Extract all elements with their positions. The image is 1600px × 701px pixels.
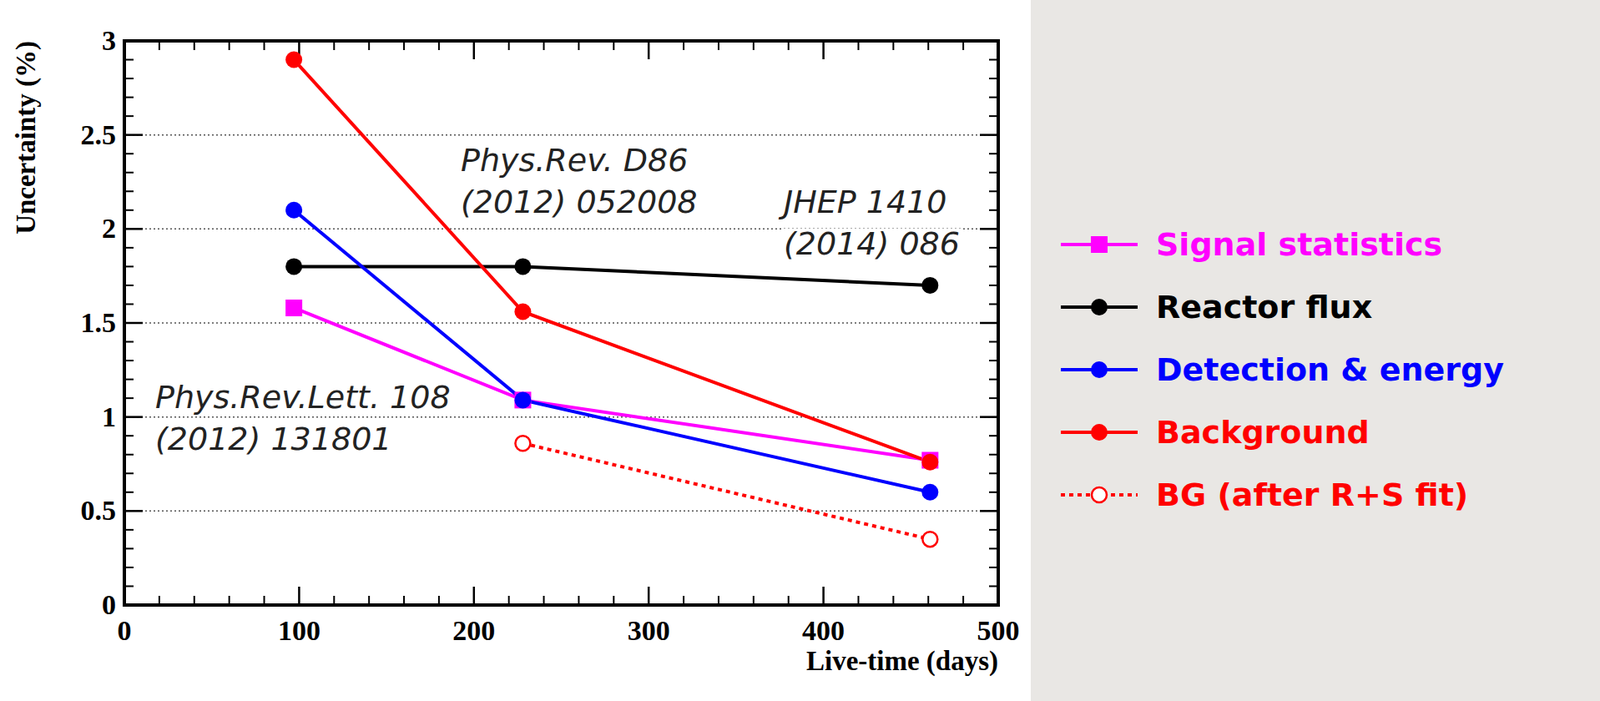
y-tick-label: 0 — [101, 589, 117, 621]
x-tick-label: 300 — [627, 615, 671, 647]
y-tick-label: 2.5 — [80, 119, 117, 151]
y-tick — [979, 415, 999, 419]
x-tick — [822, 40, 825, 60]
x-tick — [822, 586, 825, 606]
grid-line — [124, 134, 999, 137]
x-tick — [647, 586, 651, 606]
data-point — [285, 201, 303, 219]
y-tick-label: 0.5 — [80, 494, 117, 526]
x-tick-label: 400 — [802, 615, 845, 647]
y-tick — [124, 509, 143, 513]
data-point — [921, 484, 939, 501]
annotation: (2014) 086 — [783, 225, 960, 263]
legend-label: BG (after R+S fit) — [1155, 476, 1469, 514]
legend-marker — [1091, 487, 1107, 503]
legend-label: Detection & energy — [1155, 351, 1505, 389]
legend-label: Reactor flux — [1155, 288, 1373, 326]
x-tick — [297, 586, 301, 606]
data-point — [285, 257, 303, 275]
data-point — [285, 51, 303, 69]
y-tick — [979, 322, 999, 325]
y-tick-label: 1.5 — [80, 307, 117, 339]
x-tick-label: 200 — [452, 615, 495, 647]
legend-label: Signal statistics — [1155, 226, 1443, 263]
x-tick — [473, 586, 476, 606]
y-tick — [124, 415, 143, 419]
panel — [0, 0, 1031, 701]
grid-line — [124, 510, 999, 513]
plot-frame — [124, 40, 999, 606]
x-tick — [473, 40, 476, 60]
annotation: (2012) 052008 — [460, 183, 698, 221]
annotation: JHEP 1410 — [777, 183, 948, 221]
y-tick — [979, 227, 999, 231]
x-tick — [647, 40, 651, 60]
x-axis-title: Live-time (days) — [806, 646, 999, 677]
x-tick-label: 500 — [977, 615, 1020, 647]
data-point — [514, 391, 531, 409]
y-tick — [124, 133, 143, 137]
legend-marker — [1090, 423, 1108, 441]
x-tick-label: 100 — [277, 615, 321, 647]
annotation: Phys.Rev. D86 — [460, 141, 688, 179]
legend-label: Background — [1155, 413, 1370, 451]
data-point — [514, 257, 531, 275]
y-tick — [979, 509, 999, 513]
y-tick — [124, 322, 143, 325]
x-tick-label: 0 — [117, 615, 132, 647]
y-tick — [979, 133, 999, 137]
y-tick-label: 3 — [101, 25, 117, 56]
grid-line — [124, 322, 999, 324]
legend-marker — [1090, 236, 1108, 253]
data-point — [922, 531, 938, 547]
plot-data — [285, 51, 939, 548]
legend-marker — [1090, 361, 1108, 379]
annotation: Phys.Rev.Lett. 108 — [155, 378, 451, 416]
data-point — [285, 299, 303, 317]
chart: 0 100 200 300 400 500 0 0.5 1 1.5 2 2.5 3 Live-time (… — [0, 0, 1600, 701]
data-point — [514, 391, 531, 409]
y-tick-label: 1 — [101, 401, 117, 433]
legend-marker — [1090, 298, 1108, 316]
y-tick — [124, 227, 143, 231]
data-point — [921, 454, 939, 471]
annotation: (2012) 131801 — [155, 420, 393, 458]
series-line — [293, 266, 930, 286]
data-point — [514, 302, 531, 320]
y-axis-title: Uncertainty (%) — [10, 40, 42, 235]
y-tick-label: 2 — [101, 212, 117, 244]
series-line — [522, 443, 930, 540]
legend: Signal statistics Reactor flux Detection &… — [1060, 226, 1505, 514]
data-point — [921, 277, 939, 294]
data-point — [514, 435, 530, 451]
grid-line — [124, 416, 999, 419]
